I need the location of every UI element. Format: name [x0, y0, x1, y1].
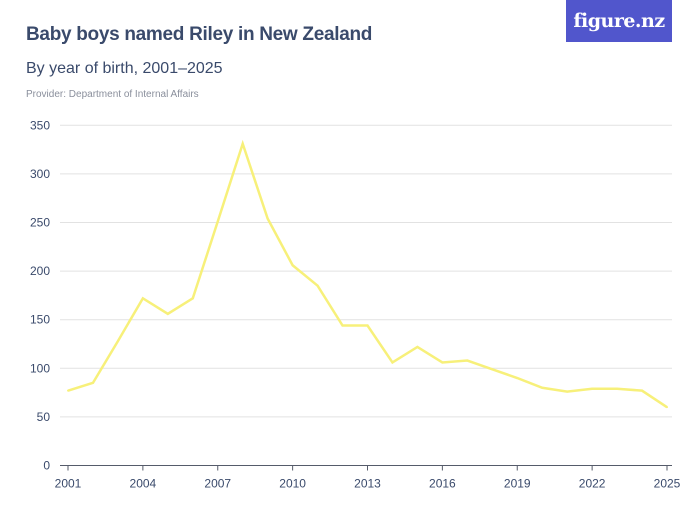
data-point [241, 142, 244, 145]
x-tick-label: 2004 [130, 477, 157, 491]
data-point [316, 284, 319, 287]
x-tick-label: 2022 [579, 477, 606, 491]
y-tick-label: 0 [43, 459, 50, 473]
data-point [116, 340, 119, 343]
data-point [266, 217, 269, 220]
data-point [541, 386, 544, 389]
data-point [191, 297, 194, 300]
y-tick-label: 300 [30, 167, 50, 181]
data-point [616, 387, 619, 390]
series-line [67, 139, 668, 409]
data-point [566, 390, 569, 393]
x-tick-label: 2001 [55, 477, 82, 491]
data-point [416, 345, 419, 348]
x-tick-label: 2019 [504, 477, 531, 491]
y-tick-label: 150 [30, 313, 50, 327]
y-tick-label: 350 [30, 118, 50, 132]
data-point [466, 359, 469, 362]
data-point [91, 381, 94, 384]
data-point [666, 406, 668, 409]
x-tick-label: 2016 [429, 477, 456, 491]
x-tick-label: 2010 [279, 477, 306, 491]
data-point [391, 361, 394, 364]
data-point [641, 389, 644, 392]
data-point [341, 324, 344, 327]
data-point [516, 377, 519, 380]
data-point [591, 387, 594, 390]
x-tick-label: 2013 [354, 477, 381, 491]
data-point [67, 389, 69, 392]
figure-nz-logo[interactable]: figure.nz [566, 0, 672, 42]
chart-title: Baby boys named Riley in New Zealand [26, 24, 373, 45]
y-tick-label: 200 [30, 264, 50, 278]
data-point [491, 368, 494, 371]
y-tick-label: 250 [30, 216, 50, 230]
data-point [216, 220, 219, 223]
y-tick-label: 100 [30, 361, 50, 375]
x-tick-label: 2025 [654, 477, 681, 491]
data-point [441, 361, 444, 364]
y-tick-label: 50 [37, 410, 51, 424]
data-point [291, 264, 294, 267]
x-tick-label: 2007 [204, 477, 231, 491]
chart-subtitle: By year of birth, 2001–2025 [26, 60, 223, 77]
data-point [366, 324, 369, 327]
data-provider: Provider: Department of Internal Affairs [26, 89, 199, 100]
data-point [141, 297, 144, 300]
data-point [166, 312, 169, 315]
